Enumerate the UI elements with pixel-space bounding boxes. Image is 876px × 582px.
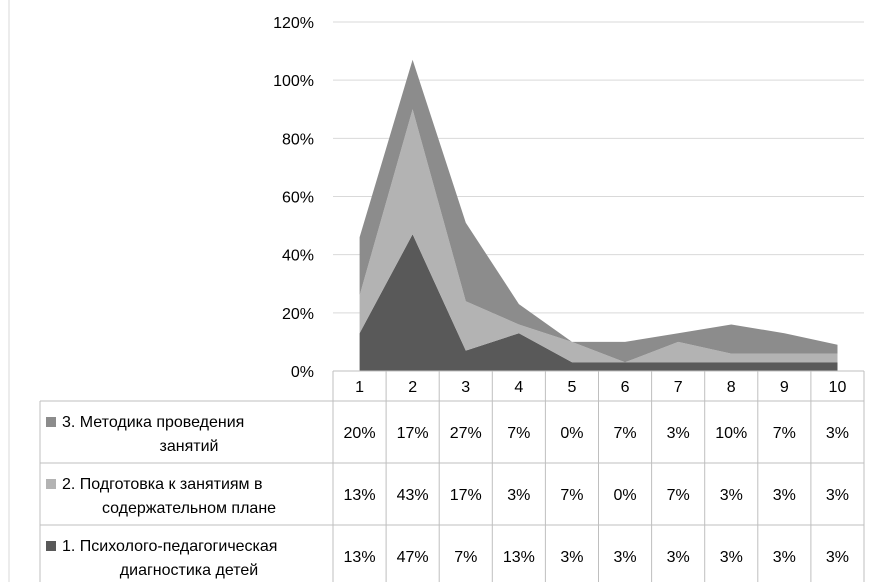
legend-key	[46, 417, 56, 427]
y-axis: 0% 20% 40% 60% 80% 100% 120%	[273, 15, 314, 381]
table-cell: 27%	[450, 425, 482, 442]
table-cell: 13%	[344, 549, 376, 566]
table-cell: 0%	[613, 487, 636, 504]
table-cell: 3%	[773, 549, 796, 566]
category-label: 1	[355, 379, 364, 396]
y-tick-label: 80%	[282, 131, 314, 148]
series-name-line: 3. Методика проведения	[62, 414, 244, 431]
area-series	[359, 109, 838, 363]
table-cell: 7%	[773, 425, 796, 442]
category-label: 3	[461, 379, 470, 396]
table-cell: 7%	[613, 425, 636, 442]
category-label: 6	[621, 379, 630, 396]
series-name-line: 1. Психолого-педагогическая	[62, 538, 277, 555]
table-cell: 20%	[344, 425, 376, 442]
series-name-line: занятий	[160, 438, 219, 455]
table-cell: 0%	[560, 425, 583, 442]
y-tick-label: 120%	[273, 15, 314, 32]
table-cell: 3%	[507, 487, 530, 504]
category-label: 8	[727, 379, 736, 396]
data-table: 1 2 3 4 5 6 7 8 9 10 3. Методика проведения занятий…	[8, 0, 865, 582]
legend-key	[46, 541, 56, 551]
table-cell: 7%	[507, 425, 530, 442]
series-name-line: диагностика детей	[120, 562, 258, 579]
table-cell: 7%	[667, 487, 690, 504]
category-label: 2	[408, 379, 417, 396]
plot-areas	[359, 59, 838, 371]
y-tick-label: 60%	[282, 190, 314, 207]
table-cell: 3%	[667, 549, 690, 566]
category-label: 9	[780, 379, 789, 396]
category-label: 7	[674, 379, 683, 396]
series-name-line: содержательном плане	[102, 500, 276, 517]
table-cell: 3%	[560, 549, 583, 566]
table-cell: 47%	[397, 549, 429, 566]
table-cell: 3%	[773, 487, 796, 504]
table-cell: 7%	[454, 549, 477, 566]
table-cell: 17%	[450, 487, 482, 504]
table-cell: 3%	[720, 487, 743, 504]
legend-key	[46, 479, 56, 489]
category-label: 10	[829, 379, 847, 396]
y-tick-label: 100%	[273, 73, 314, 90]
table-cell: 13%	[344, 487, 376, 504]
table-cell: 3%	[613, 549, 636, 566]
table-cell: 3%	[826, 425, 849, 442]
area-series	[359, 234, 838, 371]
table-cell: 3%	[826, 549, 849, 566]
table-cell: 3%	[720, 549, 743, 566]
table-cell: 10%	[715, 425, 747, 442]
series-name-line: 2. Подготовка к занятиям в	[62, 476, 263, 493]
table-cell: 17%	[397, 425, 429, 442]
table-cell: 13%	[503, 549, 535, 566]
category-label: 4	[514, 379, 523, 396]
y-tick-label: 20%	[282, 306, 314, 323]
table-cell: 43%	[397, 487, 429, 504]
table-cell: 7%	[560, 487, 583, 504]
area-series	[359, 59, 838, 363]
y-tick-label: 0%	[291, 364, 314, 381]
y-tick-label: 40%	[282, 248, 314, 265]
table-cell: 3%	[667, 425, 690, 442]
table-cell: 3%	[826, 487, 849, 504]
category-label: 5	[567, 379, 576, 396]
